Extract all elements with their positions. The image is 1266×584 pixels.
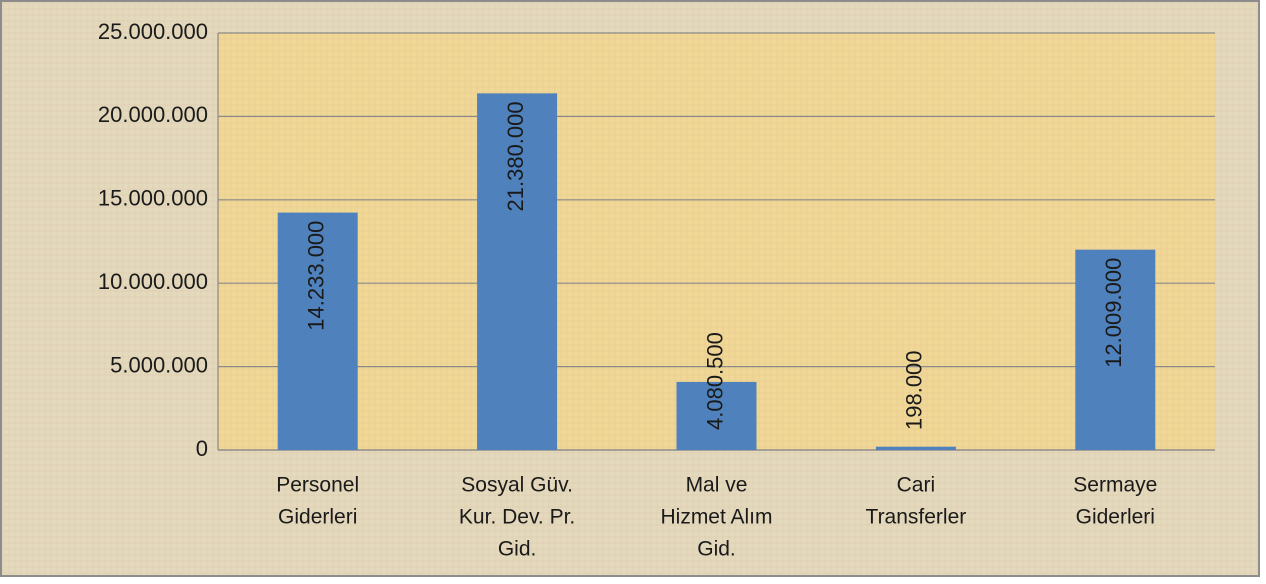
bar [477,93,558,451]
x-tick-label: Personel [276,474,359,497]
bar [1075,249,1156,450]
x-tick-label: Transferler [866,506,967,529]
x-tick-label: Gid. [697,538,736,561]
data-label: 198.000 [902,350,927,430]
x-tick-label: Giderleri [1076,506,1155,529]
data-label: 21.380.000 [503,101,528,211]
x-tick-label: Hizmet Alım [660,506,772,529]
y-tick-label: 0 [196,436,208,461]
y-tick-label: 20.000.000 [98,102,208,127]
x-tick-label: Sermaye [1073,474,1157,497]
x-tick-label: Giderleri [278,506,357,529]
x-tick-label: Sosyal Güv. [461,474,573,497]
data-label: 12.009.000 [1101,258,1126,368]
data-label: 14.233.000 [304,221,329,331]
x-tick-label: Kur. Dev. Pr. [459,506,575,529]
x-tick-label: Mal ve [686,474,748,497]
x-tick-label: Gid. [498,538,537,561]
bar [875,446,956,450]
bar [277,212,358,450]
data-label: 4.080.500 [702,332,727,430]
y-tick-label: 10.000.000 [98,269,208,294]
y-tick-label: 5.000.000 [110,352,208,377]
y-tick-label: 25.000.000 [98,19,208,44]
bar [676,381,757,450]
y-tick-label: 15.000.000 [98,186,208,211]
x-tick-label: Cari [897,474,936,497]
plot-texture [218,33,1215,450]
